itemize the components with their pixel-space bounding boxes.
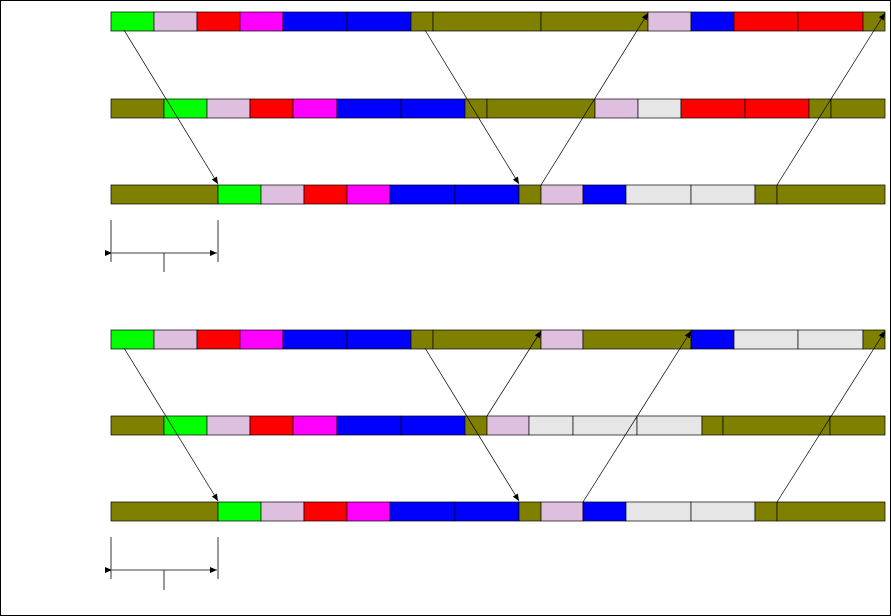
segment — [830, 98, 886, 119]
segment — [110, 11, 155, 32]
segment — [647, 11, 692, 32]
segment — [540, 184, 584, 205]
arrow — [424, 29, 520, 185]
arrow — [123, 29, 219, 185]
segment — [249, 98, 294, 119]
segment — [797, 11, 864, 32]
segment — [486, 415, 530, 436]
segment — [540, 11, 649, 32]
segment — [346, 329, 412, 350]
segment — [346, 184, 391, 205]
segment — [582, 501, 627, 522]
segment — [163, 415, 208, 436]
segment — [690, 329, 735, 350]
segment — [217, 501, 262, 522]
segment — [336, 98, 402, 119]
segment — [249, 415, 294, 436]
segment — [346, 501, 391, 522]
segment — [454, 184, 520, 205]
segment — [733, 329, 799, 350]
segment — [625, 184, 692, 205]
segment — [260, 184, 305, 205]
segment — [625, 501, 692, 522]
segment — [528, 415, 574, 436]
arrow — [424, 347, 520, 502]
segment — [797, 329, 864, 350]
segment — [680, 98, 746, 119]
segment — [637, 98, 682, 119]
segment — [400, 415, 466, 436]
segment — [776, 501, 886, 522]
arrows — [123, 12, 886, 503]
segment — [400, 98, 466, 119]
segment — [196, 329, 241, 350]
segment — [282, 11, 348, 32]
segment — [110, 184, 219, 205]
segment — [744, 98, 810, 119]
segment — [336, 415, 402, 436]
segment — [110, 98, 165, 119]
segment — [346, 11, 412, 32]
segment — [862, 329, 886, 350]
segment — [862, 11, 886, 32]
segment — [701, 415, 724, 436]
segment — [829, 415, 886, 436]
bracket — [105, 537, 219, 590]
segment — [410, 329, 434, 350]
segment — [206, 415, 251, 436]
segment — [594, 98, 639, 119]
segment — [540, 501, 584, 522]
segment — [432, 329, 542, 350]
segment — [776, 184, 886, 205]
arrow — [776, 330, 886, 503]
arrow — [486, 330, 542, 417]
bracket — [105, 220, 219, 272]
segment — [239, 11, 284, 32]
segment — [690, 501, 756, 522]
segment — [518, 184, 542, 205]
segment — [217, 184, 262, 205]
segment — [754, 501, 778, 522]
arrow — [123, 347, 219, 502]
segment — [196, 11, 241, 32]
segment — [464, 98, 488, 119]
segment — [110, 415, 165, 436]
segment — [153, 329, 198, 350]
segment — [239, 329, 284, 350]
segment — [110, 329, 155, 350]
segment — [754, 184, 778, 205]
segment — [486, 98, 596, 119]
arrow — [582, 330, 692, 503]
segment — [540, 329, 584, 350]
segment — [206, 98, 251, 119]
arrow — [540, 12, 649, 186]
segment — [389, 501, 456, 522]
segment — [389, 184, 456, 205]
segment — [410, 11, 434, 32]
segment — [722, 415, 831, 436]
segment — [733, 11, 799, 32]
segment — [432, 11, 542, 32]
segment — [518, 501, 542, 522]
segment — [163, 98, 208, 119]
segment — [636, 415, 703, 436]
segment — [808, 98, 832, 119]
segment — [292, 98, 338, 119]
segment — [582, 184, 627, 205]
segments — [110, 11, 886, 522]
segment — [303, 184, 348, 205]
segment — [260, 501, 305, 522]
segment — [690, 11, 735, 32]
segment — [582, 329, 692, 350]
arrow — [776, 12, 886, 186]
segment — [282, 329, 348, 350]
segment — [153, 11, 198, 32]
segment — [110, 501, 219, 522]
segment — [303, 501, 348, 522]
segment — [292, 415, 338, 436]
segment — [690, 184, 756, 205]
segment — [454, 501, 520, 522]
